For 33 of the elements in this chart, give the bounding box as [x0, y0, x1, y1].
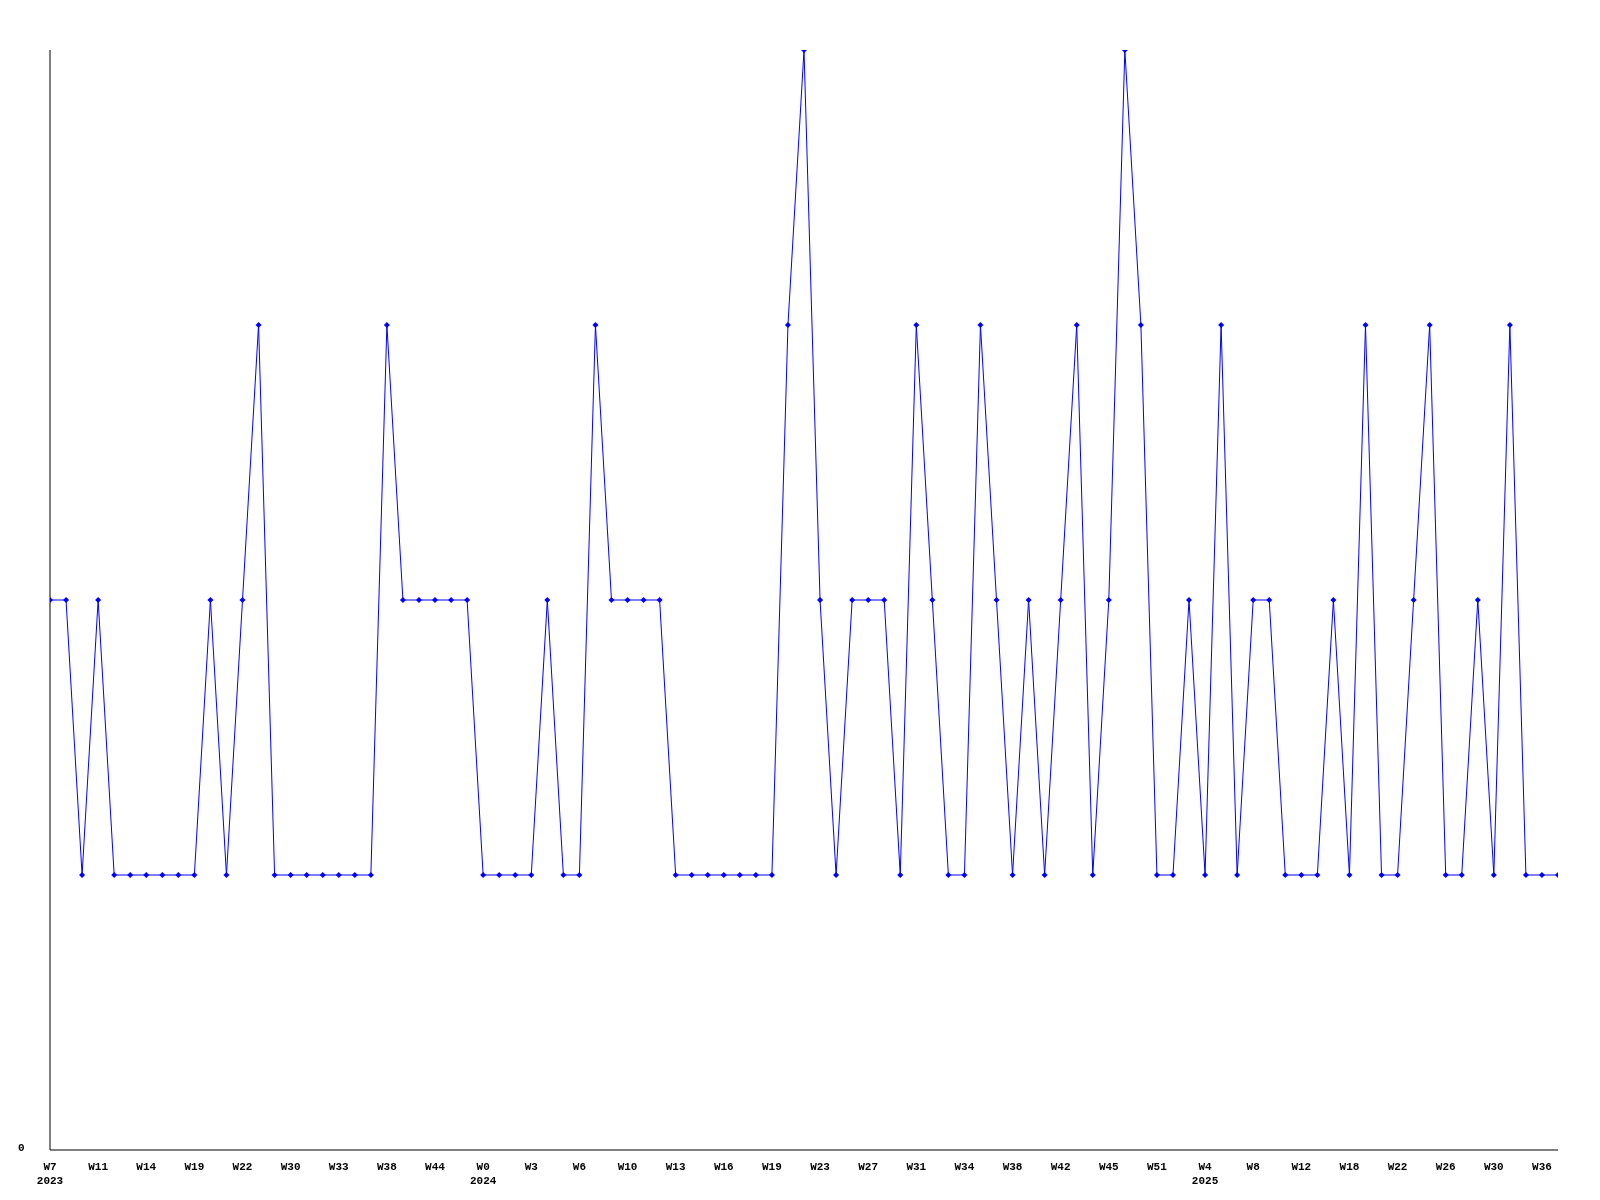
x-tick-label: W51	[1147, 1161, 1168, 1173]
x-tick-label: W16	[713, 1161, 734, 1173]
x-tick-label: W30	[1483, 1161, 1504, 1173]
x-tick-label: W4 2025	[1191, 1161, 1219, 1187]
x-tick-label: W19	[184, 1161, 205, 1173]
x-tick-label: W45	[1098, 1161, 1120, 1173]
x-tick-label: W0 2024	[469, 1161, 497, 1187]
x-tick-label: W18	[1339, 1161, 1360, 1173]
x-tick-label: W12	[1291, 1161, 1312, 1173]
x-tick-label: W22	[1387, 1161, 1408, 1173]
x-tick-label: W6	[572, 1161, 587, 1173]
x-tick-label: W31	[906, 1161, 927, 1173]
x-tick-label: W8	[1246, 1161, 1261, 1173]
x-tick-label: W22	[232, 1161, 253, 1173]
x-tick-label: W13	[665, 1161, 686, 1173]
x-tick-label: W30	[280, 1161, 301, 1173]
x-tick-label: W26	[1435, 1161, 1456, 1173]
x-tick-label: W11	[88, 1161, 109, 1173]
x-tick-label: W10	[617, 1161, 638, 1173]
x-tick-label: W3	[524, 1161, 539, 1173]
x-tick-label: W38	[376, 1161, 398, 1173]
x-tick-label: W42	[1050, 1161, 1071, 1173]
x-tick-label: W44	[425, 1161, 446, 1173]
x-tick-label: W27	[858, 1161, 879, 1173]
x-tick-label: W33	[328, 1161, 350, 1173]
x-tick-label: W7 2023	[36, 1161, 64, 1187]
x-tick-label: W38	[1002, 1161, 1023, 1173]
x-tick-label: W23	[810, 1161, 831, 1173]
x-tick-label: W36	[1532, 1161, 1552, 1173]
text: 0	[18, 1142, 25, 1154]
x-tick-label: W34	[954, 1161, 975, 1173]
x-tick-label: W19	[762, 1161, 782, 1173]
x-tick-label: W14	[136, 1161, 157, 1173]
